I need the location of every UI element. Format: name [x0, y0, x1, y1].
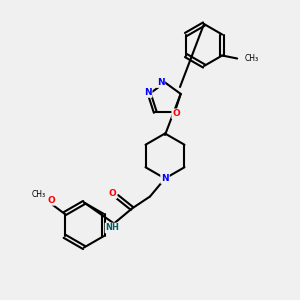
- Text: N: N: [161, 174, 169, 183]
- Text: NH: NH: [106, 224, 119, 232]
- Text: CH₃: CH₃: [245, 54, 259, 63]
- Text: CH₃: CH₃: [32, 190, 46, 199]
- Text: O: O: [109, 189, 116, 198]
- Text: N: N: [157, 78, 164, 87]
- Text: O: O: [172, 109, 180, 118]
- Text: N: N: [144, 88, 152, 97]
- Text: O: O: [47, 196, 55, 205]
